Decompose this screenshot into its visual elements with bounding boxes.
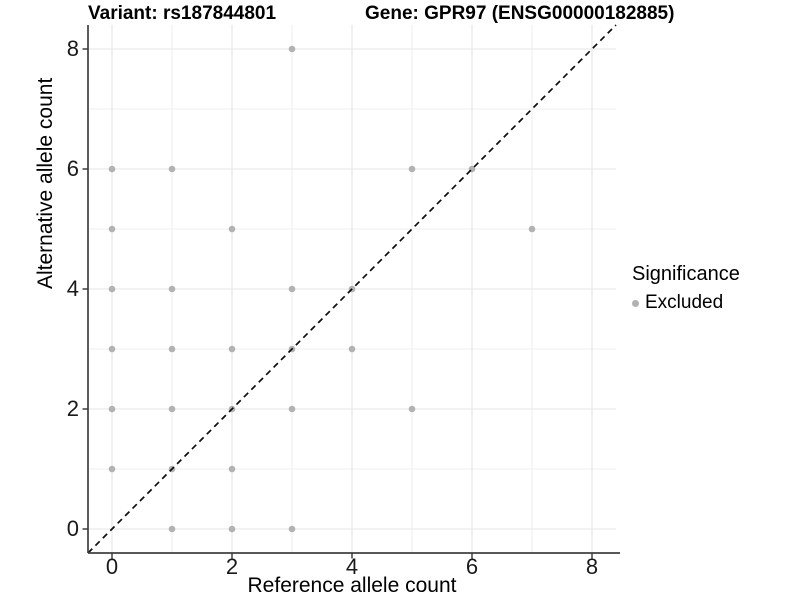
scatter-point (108, 165, 116, 173)
scatter-point (408, 405, 416, 413)
scatter-point (108, 345, 116, 353)
scatter-point (108, 285, 116, 293)
scatter-point (228, 465, 236, 473)
x-tick-label: 8 (586, 554, 598, 579)
scatter-point (108, 225, 116, 233)
scatter-point (228, 225, 236, 233)
scatter-point (228, 525, 236, 533)
scatter-point (168, 165, 176, 173)
legend-item-label: Excluded (645, 292, 724, 313)
scatter-point (408, 165, 416, 173)
y-tick-label: 8 (67, 36, 79, 61)
scatter-point (108, 465, 116, 473)
scatter-point (288, 525, 296, 533)
identity-line (87, 24, 617, 554)
legend-point-icon (632, 299, 639, 307)
x-axis-title: Reference allele count (247, 574, 457, 597)
scatter-point (288, 45, 296, 53)
x-tick-label: 4 (346, 554, 358, 579)
scatter-point (168, 525, 176, 533)
legend: Significance Excluded (632, 263, 740, 314)
scatter-point (168, 345, 176, 353)
scatter-point (348, 345, 356, 353)
scatter-point (228, 345, 236, 353)
variant-title: Variant: rs187844801 (88, 3, 277, 24)
x-tick-label: 6 (466, 554, 478, 579)
x-tick-label: 0 (106, 554, 118, 579)
gene-title: Gene: GPR97 (ENSG00000182885) (365, 3, 675, 24)
scatter-point (288, 285, 296, 293)
legend-item-excluded: Excluded (632, 292, 740, 314)
y-tick-label: 4 (67, 276, 79, 301)
scatter-point (108, 405, 116, 413)
scatter-point (528, 225, 536, 233)
y-tick-label: 6 (67, 156, 79, 181)
legend-title: Significance (632, 263, 740, 285)
y-tick-label: 0 (67, 516, 79, 541)
x-tick-label: 2 (226, 554, 238, 579)
scatter-point (288, 405, 296, 413)
scatter-point (168, 285, 176, 293)
y-tick-label: 2 (67, 396, 79, 421)
scatter-point (168, 405, 176, 413)
